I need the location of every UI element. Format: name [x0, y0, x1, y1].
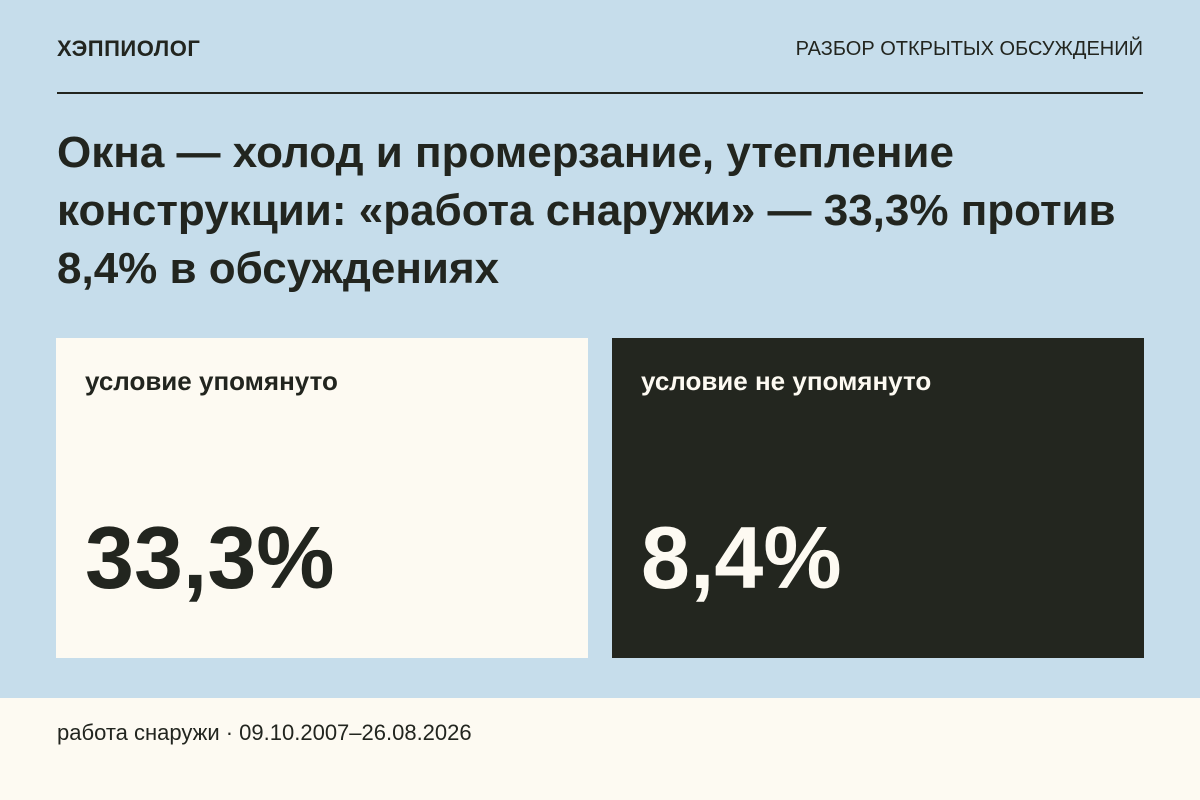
footer-text: работа снаружи · 09.10.2007–26.08.2026 [57, 720, 472, 745]
card: условие упомянуто 33,3% [56, 338, 588, 658]
headline: Окна — холод и промерзание, утепление ко… [57, 128, 1116, 293]
footer-band [0, 698, 1200, 800]
section-label: РАЗБОР ОТКРЫТЫХ ОБСУЖДЕНИЙ [795, 38, 1143, 60]
brand: ХЭППИОЛОГ [57, 36, 201, 61]
card-value: 8,4% [641, 508, 842, 607]
card-label: условие упомянуто [85, 366, 338, 396]
divider [57, 92, 1143, 94]
card-label: условие не упомянуто [641, 366, 932, 396]
card: условие не упомянуто 8,4% [612, 338, 1144, 658]
card-value: 33,3% [85, 508, 335, 607]
